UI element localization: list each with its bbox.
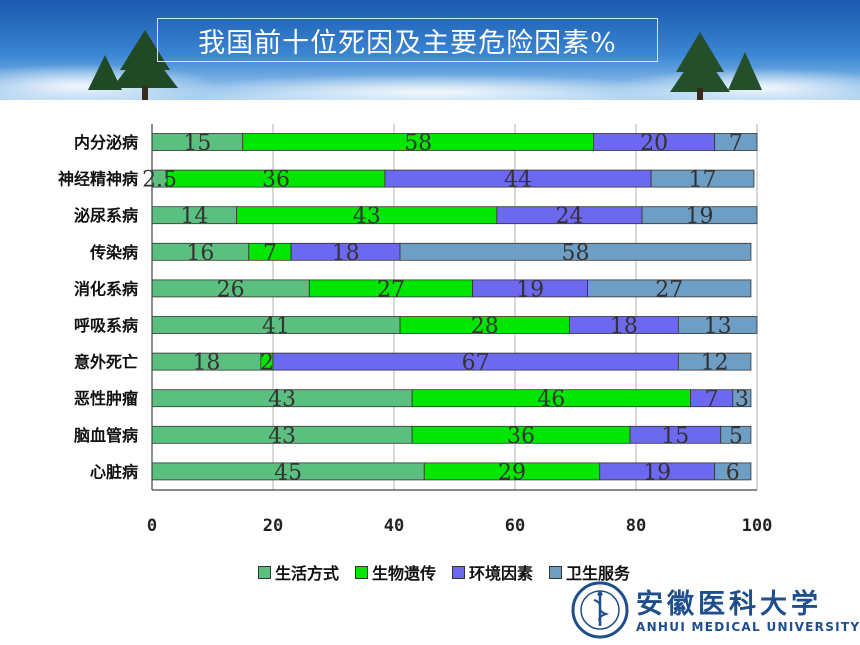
legend-swatch-health-services xyxy=(549,565,563,579)
chart-legend: 生活方式 生物遗传 环境因素 卫生服务 xyxy=(258,560,630,584)
data-label: 12 xyxy=(701,351,729,376)
data-label: 15 xyxy=(183,131,211,156)
data-label: 36 xyxy=(262,168,290,193)
data-label: 19 xyxy=(516,277,544,302)
category-label: 恶性肿瘤 xyxy=(74,389,138,408)
data-label: 19 xyxy=(686,204,714,229)
x-tick-label: 60 xyxy=(505,516,525,536)
data-label: 18 xyxy=(332,241,360,266)
data-label: 2 xyxy=(260,351,274,376)
bar-segment-health-services xyxy=(650,169,755,188)
legend-label-genetics: 生物遗传 xyxy=(372,564,437,583)
category-label: 呼吸系病 xyxy=(74,316,138,335)
data-label: 29 xyxy=(498,460,526,485)
legend-label-lifestyle: 生活方式 xyxy=(275,564,340,583)
legend-item-health-services: 卫生服务 xyxy=(549,560,630,584)
chart-axis: 0 20 40 60 80 100 xyxy=(147,124,772,536)
data-label: 18 xyxy=(192,351,220,376)
data-label: 67 xyxy=(462,351,490,376)
data-label: 24 xyxy=(555,204,583,229)
data-label: 43 xyxy=(268,424,296,449)
data-label: 14 xyxy=(180,204,208,229)
category-label: 心脏病 xyxy=(90,462,138,481)
university-name-en: ANHUI MEDICAL UNIVERSITY xyxy=(636,620,860,634)
data-label: 18 xyxy=(610,314,638,339)
data-label: 45 xyxy=(274,460,302,485)
legend-item-lifestyle: 生活方式 xyxy=(258,560,339,584)
legend-label-environment: 环境因素 xyxy=(469,564,534,583)
data-label: 58 xyxy=(562,241,590,266)
category-label: 意外死亡 xyxy=(74,353,138,372)
legend-label-health-services: 卫生服务 xyxy=(566,564,631,583)
data-label: 27 xyxy=(655,277,683,302)
bar-segment-health-services xyxy=(399,242,752,261)
data-label: 2.5 xyxy=(142,168,177,193)
university-logo: 安徽医科大学 ANHUI MEDICAL UNIVERSITY xyxy=(570,580,859,640)
bar-segment-health-services xyxy=(714,133,758,151)
data-label: 41 xyxy=(262,314,290,339)
data-label: 44 xyxy=(504,168,532,193)
data-label: 43 xyxy=(353,204,381,229)
data-label: 58 xyxy=(404,131,432,156)
data-label: 5 xyxy=(729,424,743,449)
bar-segment-health-services xyxy=(732,389,752,408)
university-emblem-icon xyxy=(571,581,629,639)
bar-segment-health-services xyxy=(677,352,752,371)
data-label: 15 xyxy=(661,424,689,449)
x-tick-label: 20 xyxy=(263,516,283,536)
title-box: 我国前十位死因及主要危险因素% xyxy=(157,18,658,62)
banner-background xyxy=(0,0,860,100)
data-label: 36 xyxy=(507,424,535,449)
x-tick-label: 80 xyxy=(626,516,646,536)
data-label: 3 xyxy=(735,387,749,412)
legend-item-genetics: 生物遗传 xyxy=(355,560,436,584)
legend-item-environment: 环境因素 xyxy=(452,560,533,584)
data-label: 43 xyxy=(268,387,296,412)
bar-segment-health-services xyxy=(720,425,752,444)
page-title: 我国前十位死因及主要危险因素% xyxy=(198,27,617,59)
category-label: 内分泌病 xyxy=(74,133,138,152)
x-tick-label: 40 xyxy=(384,516,404,536)
data-label: 13 xyxy=(704,314,732,339)
data-label: 6 xyxy=(726,460,740,485)
category-label: 传染病 xyxy=(89,243,138,262)
data-label: 16 xyxy=(186,241,214,266)
legend-swatch-genetics xyxy=(355,565,369,579)
data-label: 17 xyxy=(689,168,717,193)
category-label: 脑血管病 xyxy=(74,426,138,445)
data-label: 46 xyxy=(537,387,565,412)
data-label: 7 xyxy=(263,241,277,266)
chart-bars xyxy=(151,133,758,481)
tree-right-icon xyxy=(670,32,762,100)
legend-swatch-environment xyxy=(452,565,466,579)
bar-segment-health-services xyxy=(587,279,752,298)
x-tick-label: 0 xyxy=(147,516,157,536)
data-label: 7 xyxy=(705,387,719,412)
data-label: 26 xyxy=(217,277,245,302)
university-name-cn: 安徽医科大学 xyxy=(636,589,822,620)
bar-segment-health-services xyxy=(641,206,758,225)
category-label: 泌尿系病 xyxy=(74,206,138,225)
data-label: 27 xyxy=(377,277,405,302)
bar-segment-health-services xyxy=(677,316,758,334)
category-label: 神经精神病 xyxy=(58,170,138,189)
data-label: 19 xyxy=(643,460,671,485)
bar-segment-health-services xyxy=(714,462,752,481)
data-label: 20 xyxy=(640,131,668,156)
legend-swatch-lifestyle xyxy=(258,565,271,579)
data-label: 28 xyxy=(471,314,499,339)
category-label: 消化系病 xyxy=(74,279,138,298)
header-banner: 我国前十位死因及主要危险因素% xyxy=(0,0,860,100)
x-tick-label: 100 xyxy=(742,516,773,536)
data-label: 7 xyxy=(729,131,743,156)
